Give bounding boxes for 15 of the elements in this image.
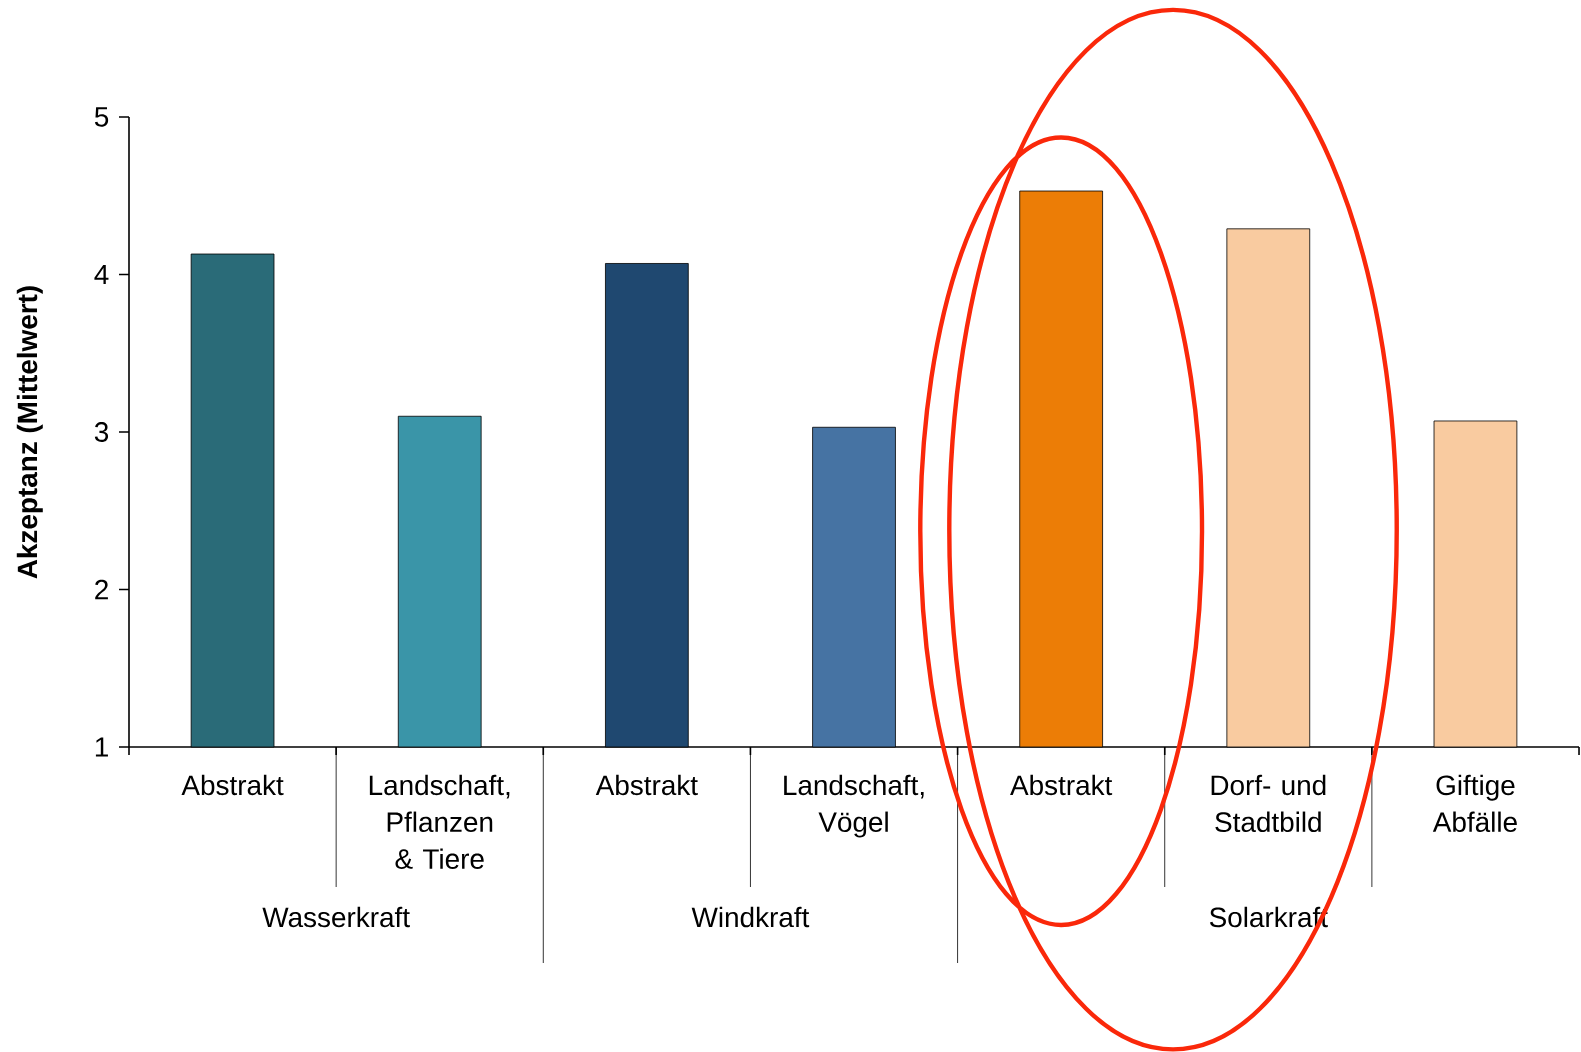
y-axis-title: Akzeptanz (Mittelwert) [16, 286, 43, 579]
x-tick-label: Abstrakt [595, 774, 698, 796]
x-tick-label: Dorf- und Stadtbild [1211, 774, 1326, 833]
y-tick-label: 1 [95, 737, 108, 757]
y-tick-label: 2 [95, 579, 108, 600]
y-tick-label: 3 [94, 422, 109, 442]
y-tick-label: 5 [94, 107, 109, 127]
y-tick-label: 4 [94, 264, 109, 285]
text: Windkraft [691, 906, 810, 928]
x-tick-label: Landschaft, Vögel [784, 774, 924, 838]
x-tick-label: Landschaft, Pflanzen & Tiere [369, 774, 510, 869]
x-tick-label: Abstrakt [1010, 774, 1113, 796]
x-tick-label: Abstrakt [181, 774, 284, 796]
text: Wasserkraft [262, 906, 410, 928]
x-tick-label: Giftige Abfälle [1432, 774, 1517, 833]
